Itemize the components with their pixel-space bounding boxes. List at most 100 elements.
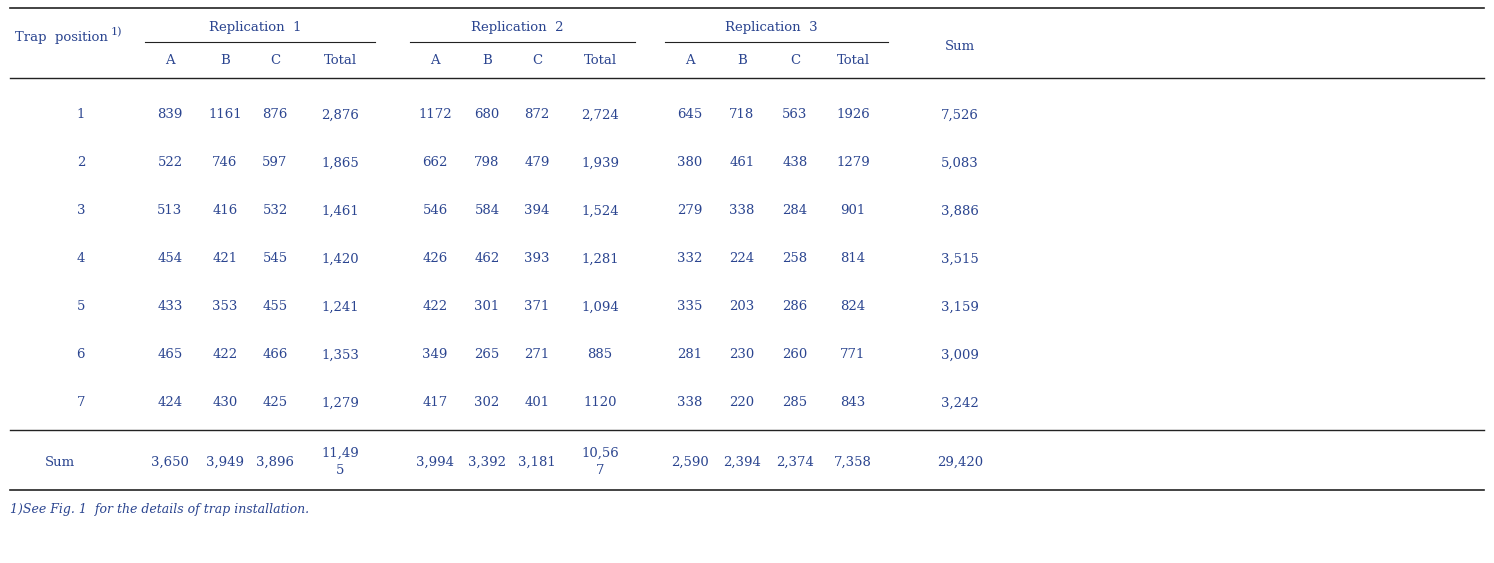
Text: 455: 455 bbox=[263, 301, 287, 314]
Text: 1)See Fig. 1  for the details of trap installation.: 1)See Fig. 1 for the details of trap ins… bbox=[10, 503, 309, 516]
Text: C: C bbox=[790, 53, 801, 66]
Text: 394: 394 bbox=[524, 204, 550, 217]
Text: 422: 422 bbox=[212, 348, 238, 361]
Text: 302: 302 bbox=[475, 396, 499, 409]
Text: 1,281: 1,281 bbox=[581, 252, 619, 266]
Text: Total: Total bbox=[584, 53, 617, 66]
Text: 3: 3 bbox=[76, 204, 85, 217]
Text: 1,461: 1,461 bbox=[321, 204, 359, 217]
Text: 265: 265 bbox=[475, 348, 499, 361]
Text: 2,394: 2,394 bbox=[723, 455, 760, 468]
Text: 338: 338 bbox=[677, 396, 702, 409]
Text: 546: 546 bbox=[423, 204, 448, 217]
Text: 422: 422 bbox=[423, 301, 448, 314]
Text: 430: 430 bbox=[212, 396, 238, 409]
Text: 332: 332 bbox=[677, 252, 702, 266]
Text: 466: 466 bbox=[263, 348, 288, 361]
Text: 260: 260 bbox=[783, 348, 808, 361]
Text: 7: 7 bbox=[596, 464, 604, 477]
Text: Sum: Sum bbox=[45, 455, 75, 468]
Text: 885: 885 bbox=[587, 348, 613, 361]
Text: Total: Total bbox=[837, 53, 870, 66]
Text: Sum: Sum bbox=[944, 41, 976, 53]
Text: A: A bbox=[430, 53, 439, 66]
Text: Replication  3: Replication 3 bbox=[725, 21, 817, 34]
Text: 258: 258 bbox=[783, 252, 808, 266]
Text: 545: 545 bbox=[263, 252, 287, 266]
Text: Total: Total bbox=[323, 53, 357, 66]
Text: 522: 522 bbox=[157, 157, 182, 169]
Text: 4: 4 bbox=[76, 252, 85, 266]
Text: 279: 279 bbox=[677, 204, 702, 217]
Text: 3,242: 3,242 bbox=[941, 396, 979, 409]
Text: 1): 1) bbox=[111, 27, 123, 37]
Text: 2: 2 bbox=[76, 157, 85, 169]
Text: 3,896: 3,896 bbox=[255, 455, 294, 468]
Text: 1926: 1926 bbox=[837, 109, 870, 122]
Text: Trap  position: Trap position bbox=[15, 30, 108, 43]
Text: 513: 513 bbox=[157, 204, 182, 217]
Text: 5: 5 bbox=[336, 464, 344, 477]
Text: 417: 417 bbox=[423, 396, 448, 409]
Text: 10,56: 10,56 bbox=[581, 446, 619, 459]
Text: 7,358: 7,358 bbox=[834, 455, 872, 468]
Text: 271: 271 bbox=[524, 348, 550, 361]
Text: 438: 438 bbox=[783, 157, 808, 169]
Text: 454: 454 bbox=[157, 252, 182, 266]
Text: 872: 872 bbox=[524, 109, 550, 122]
Text: 6: 6 bbox=[76, 348, 85, 361]
Text: 1,939: 1,939 bbox=[581, 157, 619, 169]
Text: 285: 285 bbox=[783, 396, 808, 409]
Text: 3,181: 3,181 bbox=[518, 455, 556, 468]
Text: 584: 584 bbox=[475, 204, 499, 217]
Text: 284: 284 bbox=[783, 204, 808, 217]
Text: 7: 7 bbox=[76, 396, 85, 409]
Text: 814: 814 bbox=[841, 252, 865, 266]
Text: 3,009: 3,009 bbox=[941, 348, 979, 361]
Text: 746: 746 bbox=[212, 157, 238, 169]
Text: 2,374: 2,374 bbox=[775, 455, 814, 468]
Text: 901: 901 bbox=[840, 204, 865, 217]
Text: 465: 465 bbox=[157, 348, 182, 361]
Text: 230: 230 bbox=[729, 348, 754, 361]
Text: 380: 380 bbox=[677, 157, 702, 169]
Text: 424: 424 bbox=[157, 396, 182, 409]
Text: C: C bbox=[532, 53, 542, 66]
Text: 1,094: 1,094 bbox=[581, 301, 619, 314]
Text: 1,524: 1,524 bbox=[581, 204, 619, 217]
Text: A: A bbox=[166, 53, 175, 66]
Text: 680: 680 bbox=[475, 109, 499, 122]
Text: 301: 301 bbox=[475, 301, 499, 314]
Text: 286: 286 bbox=[783, 301, 808, 314]
Text: 876: 876 bbox=[263, 109, 288, 122]
Text: 3,949: 3,949 bbox=[206, 455, 244, 468]
Text: 353: 353 bbox=[212, 301, 238, 314]
Text: 563: 563 bbox=[783, 109, 808, 122]
Text: 843: 843 bbox=[840, 396, 865, 409]
Text: 11,49: 11,49 bbox=[321, 446, 359, 459]
Text: 532: 532 bbox=[263, 204, 288, 217]
Text: 798: 798 bbox=[474, 157, 499, 169]
Text: 479: 479 bbox=[524, 157, 550, 169]
Text: 1: 1 bbox=[76, 109, 85, 122]
Text: 1,279: 1,279 bbox=[321, 396, 359, 409]
Text: 3,650: 3,650 bbox=[151, 455, 188, 468]
Text: A: A bbox=[686, 53, 695, 66]
Text: 433: 433 bbox=[157, 301, 182, 314]
Text: 3,159: 3,159 bbox=[941, 301, 979, 314]
Text: 662: 662 bbox=[423, 157, 448, 169]
Text: 462: 462 bbox=[475, 252, 499, 266]
Text: 220: 220 bbox=[729, 396, 754, 409]
Text: 203: 203 bbox=[729, 301, 754, 314]
Text: Replication  2: Replication 2 bbox=[471, 21, 563, 34]
Text: 718: 718 bbox=[729, 109, 754, 122]
Text: 3,886: 3,886 bbox=[941, 204, 979, 217]
Text: 1172: 1172 bbox=[418, 109, 451, 122]
Text: 771: 771 bbox=[840, 348, 865, 361]
Text: 349: 349 bbox=[423, 348, 448, 361]
Text: 597: 597 bbox=[263, 157, 288, 169]
Text: B: B bbox=[737, 53, 747, 66]
Text: 1120: 1120 bbox=[583, 396, 617, 409]
Text: 2,590: 2,590 bbox=[671, 455, 708, 468]
Text: 371: 371 bbox=[524, 301, 550, 314]
